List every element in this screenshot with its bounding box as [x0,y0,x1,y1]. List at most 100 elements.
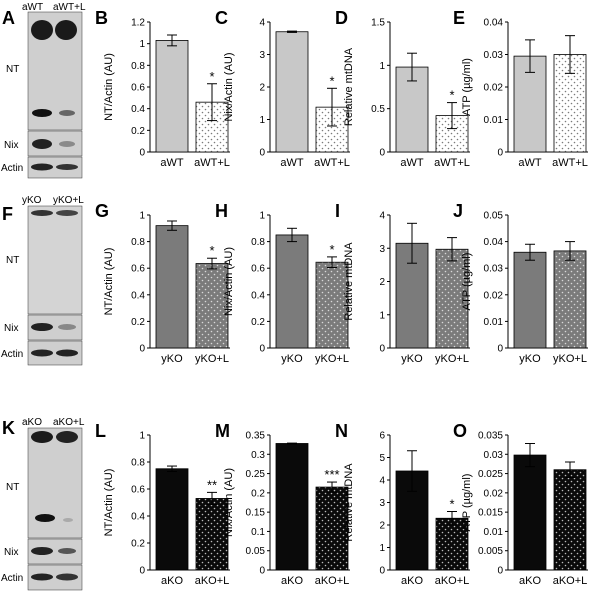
y-tick-label: 5 [379,453,385,464]
blot-band [31,431,53,443]
y-axis-label: Nix/Actin (AU) [223,468,235,537]
chart-panel-c: C Nix/Actin (AU) 0 1 2 3 4 aWT * aWT+L [215,8,350,169]
y-tick-label: 1 [139,431,145,442]
bar-yko-plus-l [315,261,349,349]
y-tick-label: 0 [379,566,385,577]
panel-letter: L [95,421,106,441]
y-tick-label: 0.01 [484,317,504,328]
x-category-label: aKO+L [195,575,230,587]
band-label: Actin [1,163,23,174]
panel-letter: B [95,8,108,28]
chart-panel-j: J ATP (µg/ml) 0 0.01 0.02 0.03 0.04 0.05 yKO yKO+… [453,201,588,365]
y-axis-label: ATP (µg/ml) [461,253,473,311]
band-label: NT [6,255,19,266]
bar-ako [155,468,189,571]
blot-band [58,548,76,554]
y-tick-label: 0.02 [484,488,504,499]
significance-marker: * [329,73,334,88]
panel-letter: H [215,201,228,221]
y-tick-label: 1 [139,211,145,222]
x-category-label: yKO+L [315,353,349,365]
panel-letter: M [215,421,230,441]
x-category-label: aWT [160,157,184,169]
y-axis-label: Relative mtDNA [343,463,355,542]
x-category-label: aKO [281,575,303,587]
y-tick-label: 0.2 [251,317,265,328]
x-category-label: aKO+L [435,575,470,587]
y-tick-label: 0 [259,566,265,577]
band-label: Nix [4,140,18,151]
blot-panel-a: A aWT aWT+L NT Nix Actin [1,2,86,179]
chart-panel-g: G NT/Actin (AU) 0 0.2 0.4 0.6 0.8 1 yKO * yKO+L [95,201,230,365]
bar-ako-plus-l [315,486,349,571]
y-tick-label: 0 [259,344,265,355]
x-category-label: aWT+L [314,157,350,169]
y-axis-label: Nix/Actin (AU) [223,52,235,121]
y-tick-label: 0.2 [251,488,265,499]
y-tick-label: 4 [379,476,385,487]
y-tick-label: 4 [259,18,265,29]
y-tick-label: 0.25 [246,469,266,480]
lane-label: yKO+L [53,195,84,206]
x-category-label: aWT+L [434,157,470,169]
y-tick-label: 4 [379,211,385,222]
chart-panel-d: D Relative mtDNA 0 0.5 1 1.5 aWT * aWT+L [335,8,470,169]
y-tick-label: 0.005 [478,546,503,557]
chart-panel-h: H Nix/Actin (AU) 0 0.2 0.4 0.6 0.8 1 yKO * yKO+L [215,201,350,365]
y-tick-label: 0.04 [484,237,504,248]
lane-label: aWT [22,2,43,13]
y-tick-label: 0.02 [484,290,504,301]
y-tick-label: 0 [497,344,503,355]
y-tick-label: 0.8 [131,237,145,248]
bar-yko-plus-l [195,263,229,349]
bar-yko [513,251,547,349]
y-axis-label: Nix/Actin (AU) [223,247,235,316]
y-axis-label: NT/Actin (AU) [103,248,115,316]
blot-band [32,109,52,117]
y-tick-label: 3 [259,50,265,61]
chart-panel-m: M Nix/Actin (AU) 0 0.05 0.1 0.15 0.2 0.25 0.3 0.3… [215,421,350,587]
y-tick-label: 0.35 [246,431,266,442]
y-tick-label: 0.03 [484,264,504,275]
lane-label: aKO [22,417,42,428]
y-tick-label: 0.02 [484,83,504,94]
blot-band [58,324,76,330]
bar-ako-plus-l [553,469,587,571]
blot-band [31,349,53,357]
y-tick-label: 0.03 [484,450,504,461]
panel-letter: C [215,8,228,28]
y-tick-label: 2 [379,277,385,288]
y-axis-label: Relative mtDNA [343,242,355,321]
y-tick-label: 1.2 [131,18,145,29]
blot-band [32,139,52,149]
y-tick-label: 6 [379,431,385,442]
blot-panel-f: F yKO yKO+L NT Nix Actin [1,195,84,366]
y-tick-label: 0 [139,148,145,159]
significance-marker: * [209,243,214,258]
bar-awt [275,31,309,153]
blot-band [56,164,78,170]
y-tick-label: 0.8 [251,237,265,248]
y-tick-label: 1 [379,61,385,72]
x-category-label: aKO [401,575,423,587]
band-label: Actin [1,573,23,584]
y-tick-label: 0 [497,566,503,577]
bar-ako-plus-l [195,498,229,571]
x-category-label: aKO [519,575,541,587]
chart-panel-o: O ATP (µg/ml) 0 0.005 0.01 0.015 0.02 0.025 0.03… [453,421,588,587]
significance-marker: * [449,497,454,512]
y-tick-label: 2 [379,521,385,532]
panel-letter: D [335,8,348,28]
lane-label: aWT+L [53,2,86,13]
y-tick-label: 0.6 [131,264,145,275]
y-tick-label: 1 [139,39,145,50]
blot-band [31,323,53,331]
x-category-label: yKO+L [195,353,229,365]
x-category-label: yKO [161,353,183,365]
y-tick-label: 3 [379,244,385,255]
bar-yko [155,225,189,349]
y-tick-label: 1 [379,310,385,321]
y-tick-label: 0 [379,344,385,355]
y-tick-label: 0.4 [131,104,145,115]
bar-yko-plus-l [435,248,469,349]
